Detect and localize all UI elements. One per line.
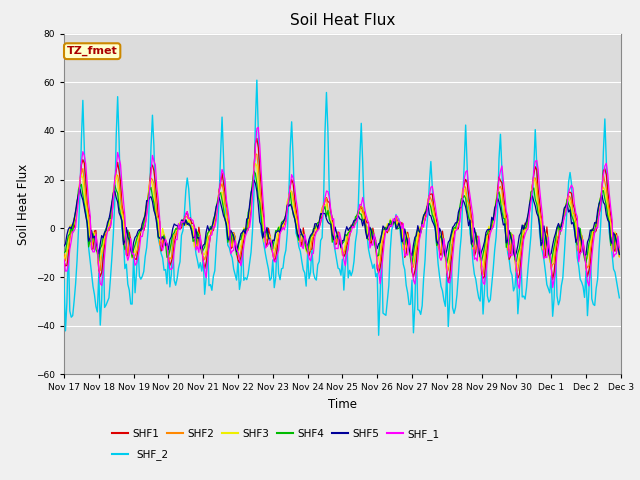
Y-axis label: Soil Heat Flux: Soil Heat Flux xyxy=(17,163,31,245)
X-axis label: Time: Time xyxy=(328,398,357,411)
Title: Soil Heat Flux: Soil Heat Flux xyxy=(290,13,395,28)
Text: TZ_fmet: TZ_fmet xyxy=(67,46,118,56)
Legend: SHF_2: SHF_2 xyxy=(108,445,173,465)
